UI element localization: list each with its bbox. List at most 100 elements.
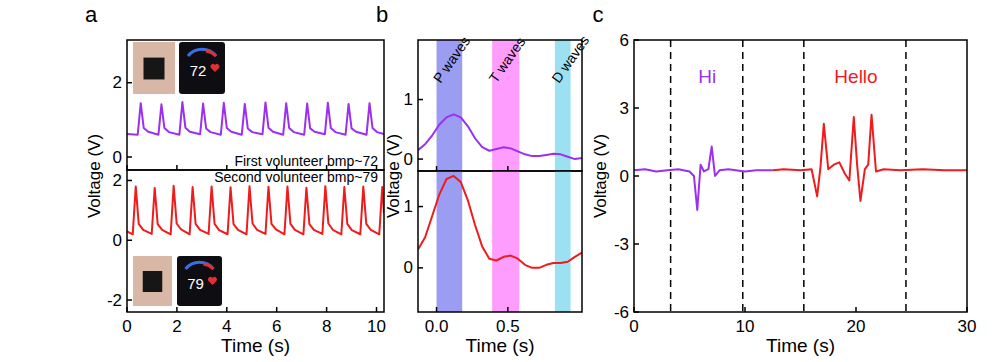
- y-axis-label: Voltage (V): [85, 134, 104, 218]
- y-tick: [634, 243, 639, 245]
- y-tick: [418, 158, 423, 160]
- x-tick-label: 4: [222, 317, 231, 336]
- frame: [127, 170, 384, 312]
- y-tick: [127, 240, 132, 242]
- y-tick: [418, 99, 423, 101]
- signal-line: [634, 147, 773, 210]
- sensor-photo: [133, 256, 172, 306]
- x-tick: [855, 307, 857, 312]
- y-tick-label: 0: [404, 258, 413, 277]
- annotation: Second volunteer bmp~79: [214, 169, 378, 185]
- x-tick: [436, 307, 438, 312]
- inset: 79: [133, 256, 222, 306]
- plot-area: [634, 40, 967, 312]
- x-tick-label: 2: [172, 317, 181, 336]
- x-tick: [744, 307, 746, 312]
- watch-reading: 72: [190, 62, 207, 79]
- watch-reading: 79: [187, 275, 204, 292]
- y-tick: [634, 311, 639, 313]
- y-tick-label: 3: [620, 99, 629, 118]
- figure: 0 2 a Voltage (V) First volunteer bmp~72 72 0 2…: [0, 0, 1005, 362]
- background: [0, 0, 1005, 362]
- y-tick: [634, 107, 639, 109]
- x-tick-label: 0.0: [425, 317, 449, 336]
- x-tick: [276, 307, 278, 312]
- divider-line: [742, 40, 744, 312]
- heart-icon: [208, 277, 217, 285]
- y-tick: [127, 156, 132, 158]
- x-tick-label: 0: [629, 317, 638, 336]
- band-label: D waves: [548, 33, 592, 86]
- signal-line: [418, 114, 582, 159]
- plot-area: [127, 102, 384, 135]
- frame: [634, 40, 967, 312]
- panel-label: b: [376, 2, 388, 27]
- y-tick-label: 0: [620, 167, 629, 186]
- x-tick-label: 0: [122, 317, 131, 336]
- signal-line: [773, 115, 967, 201]
- y-tick-label: 2: [113, 73, 122, 92]
- band: [555, 171, 571, 312]
- y-tick-label: 1: [404, 90, 413, 109]
- x-tick: [326, 307, 328, 312]
- x-tick-label: 10: [736, 317, 755, 336]
- chart: 0.00.501Time (s): [404, 171, 582, 356]
- y-tick-label: -3: [614, 235, 629, 254]
- y-tick-label: 0: [113, 231, 122, 250]
- watch-photo: [179, 42, 225, 94]
- x-tick: [376, 307, 378, 312]
- y-axis-label: Voltage (V): [591, 134, 610, 218]
- watch-arc: [204, 264, 214, 269]
- x-axis-label: Time (s): [466, 335, 535, 356]
- panel-label: c: [593, 2, 604, 27]
- x-tick: [226, 307, 228, 312]
- signal-line: [418, 176, 582, 268]
- band-label: T waves: [486, 34, 529, 86]
- x-axis-label: Time (s): [766, 335, 835, 356]
- watch-arc: [186, 262, 214, 269]
- chart: 0102030-6-3036cTime (s)Voltage (V)HiHell…: [591, 2, 977, 356]
- watch-photo: [177, 256, 222, 306]
- x-tick-label: 0.5: [496, 317, 520, 336]
- frame: [127, 40, 384, 170]
- band-label: P waves: [430, 33, 473, 85]
- sensor-photo: [133, 42, 175, 94]
- x-tick: [126, 307, 128, 312]
- annotation: Hello: [834, 66, 877, 87]
- panel-label: a: [85, 2, 98, 27]
- x-tick-label: 10: [367, 317, 386, 336]
- divider-line: [905, 40, 907, 312]
- y-tick: [127, 180, 132, 182]
- divider-line: [803, 40, 805, 312]
- plot-area: [127, 186, 384, 234]
- x-tick-label: 6: [272, 317, 281, 336]
- signal-line: [127, 102, 384, 135]
- divider-line: [670, 40, 672, 312]
- y-tick-label: -6: [614, 303, 629, 322]
- x-tick: [966, 307, 968, 312]
- annotation: First volunteer bmp~72: [234, 153, 378, 169]
- frame: [418, 171, 582, 312]
- y-tick: [418, 267, 423, 269]
- chart: 0 2 a Voltage (V) First volunteer bmp~72 72: [85, 2, 385, 218]
- x-tick-label: 30: [958, 317, 977, 336]
- inset: 72: [133, 42, 225, 94]
- plot-area: [418, 171, 582, 312]
- watch-arc: [188, 49, 216, 56]
- signal-line: [127, 186, 384, 234]
- y-tick-label: 0: [404, 150, 413, 169]
- annotation: Hi: [698, 66, 716, 87]
- chart: 0246810-202Time (s)Second volunteer bmp~…: [107, 169, 386, 356]
- x-axis-label: Time (s): [221, 335, 290, 356]
- y-tick-label: -2: [107, 291, 122, 310]
- y-tick-label: 0: [113, 148, 122, 167]
- sensor-patch: [144, 58, 165, 80]
- y-axis-label: Voltage (V): [384, 134, 403, 218]
- y-tick: [127, 299, 132, 301]
- heart-icon: [211, 64, 220, 72]
- x-tick-label: 8: [322, 317, 331, 336]
- y-tick: [634, 39, 639, 41]
- x-tick: [176, 307, 178, 312]
- band: [492, 171, 519, 312]
- watch-arc: [206, 51, 216, 56]
